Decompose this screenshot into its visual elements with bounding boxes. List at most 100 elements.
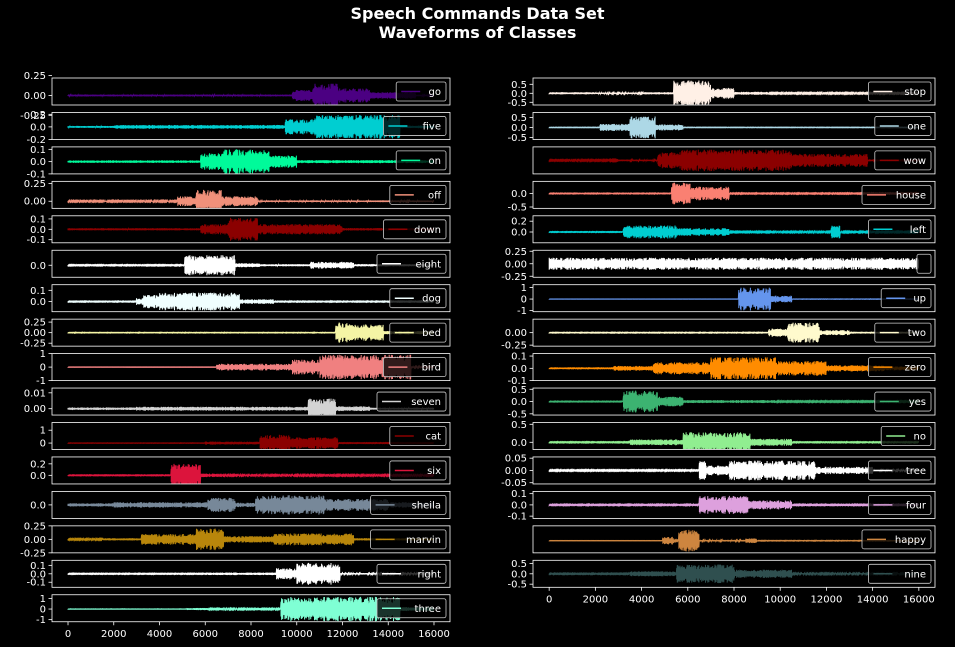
axes-frame <box>51 146 451 175</box>
panel-sheila: 0.0 sheila <box>30 490 451 519</box>
legend-label: four <box>906 500 927 511</box>
y-tick-label: -0.5 <box>507 409 527 420</box>
legend-box <box>874 322 932 343</box>
waveform-down <box>67 217 435 241</box>
y-tick-label: 0 <box>40 605 46 616</box>
y-tick-label: 0.00 <box>24 328 46 339</box>
waveform-six <box>67 463 435 484</box>
legend-label: one <box>907 121 926 132</box>
waveform-go <box>67 83 435 105</box>
legend-label: on <box>429 156 441 167</box>
axes-frame <box>51 456 451 485</box>
y-tick-label: -1 <box>36 615 46 626</box>
axes-frame <box>532 422 936 450</box>
y-tick-label: 0.1 <box>511 352 527 363</box>
waveform-yes <box>548 390 919 413</box>
legend-box <box>868 460 932 481</box>
axes-frame <box>532 525 936 554</box>
figure-title-line-2: Waveforms of Classes <box>378 23 577 42</box>
y-tick-label: 0.0 <box>511 397 527 408</box>
legend-label: yes <box>909 397 926 408</box>
panel-stop: 0.50.0-0.5 stop <box>507 77 936 109</box>
y-tick-label: 0.0 <box>511 569 527 580</box>
y-tick-label: 0.25 <box>24 179 46 190</box>
legend-box <box>376 391 447 412</box>
legend-box <box>376 598 447 619</box>
x-tick-label: 16000 <box>418 629 450 640</box>
y-tick-label: 0.1 <box>30 214 46 225</box>
y-tick-label: 0.25 <box>24 71 46 82</box>
y-tick-label: 0.5 <box>511 559 527 570</box>
panel-four: 0.10.0-0.1 four <box>507 489 936 523</box>
x-tick-label: 4000 <box>629 594 654 605</box>
waveform-three <box>67 596 435 622</box>
x-tick-label: 2000 <box>101 629 126 640</box>
waveform-one <box>548 116 919 139</box>
x-tick-label: 10000 <box>764 594 796 605</box>
waveform-unlabeled <box>548 257 919 270</box>
panel-dog: 0.10.0 dog <box>30 284 451 313</box>
panel-nine: 0.50.0-0.5 nine <box>507 559 936 591</box>
figure-title-line-1: Speech Commands Data Set <box>350 4 605 23</box>
y-tick-label: 0.00 <box>24 535 46 546</box>
y-tick-label: -0.5 <box>507 98 527 109</box>
legend-box <box>370 529 447 550</box>
legend-box <box>389 288 447 309</box>
panel-right: 0.10.0-0.1 right <box>26 559 451 589</box>
panel-eight: 0.0 eight <box>30 249 451 278</box>
axes-frame <box>51 387 451 416</box>
y-tick-label: 1 <box>40 349 46 360</box>
legend-label: tree <box>906 466 926 477</box>
x-tick-label: 14000 <box>857 594 889 605</box>
legend-label: six <box>427 466 441 477</box>
legend-box <box>868 563 932 584</box>
axes-frame <box>532 146 936 175</box>
y-tick-label: 1 <box>521 283 527 294</box>
axes-frame <box>51 249 451 278</box>
y-tick-label: 0.0 <box>30 569 46 580</box>
y-tick-label: -0.5 <box>507 580 527 591</box>
axes-frame <box>532 112 936 140</box>
legend-box <box>874 150 932 171</box>
y-tick-label: 0.5 <box>511 385 527 396</box>
waveform-seven <box>67 398 435 415</box>
y-tick-label: 0.0 <box>30 471 46 482</box>
panel-no: 0.5 0.0 no <box>511 420 936 450</box>
y-tick-label: -1 <box>517 306 527 317</box>
y-tick-label: 0.0 <box>30 500 46 511</box>
y-tick-label: 0.5 <box>511 420 527 431</box>
waveform-up <box>548 287 919 311</box>
legend-label: bird <box>422 363 441 374</box>
y-tick-label: 0.25 <box>505 247 527 258</box>
x-tick-label: 4000 <box>147 629 172 640</box>
waveform-on <box>67 149 435 174</box>
legend-label: bed <box>422 328 441 339</box>
x-tick-label: 14000 <box>372 629 404 640</box>
x-tick-label: 0 <box>65 629 71 640</box>
panel-house: 0.0 -0.5 house <box>507 180 936 214</box>
legend-label: house <box>896 190 926 201</box>
y-tick-label: -0.25 <box>501 341 527 352</box>
legend-box <box>370 494 447 515</box>
y-tick-label: 0.0 <box>511 500 527 511</box>
legend-box <box>395 81 447 102</box>
waveform-five <box>67 114 435 139</box>
legend-box <box>376 253 447 274</box>
legend-label: cat <box>425 432 441 443</box>
legend-box <box>880 426 932 446</box>
legend-box <box>868 494 932 515</box>
y-tick-label: 0.00 <box>505 259 527 270</box>
y-tick-label: 0.0 <box>30 297 46 308</box>
x-tick-label: 12000 <box>327 629 359 640</box>
axes-frame <box>51 77 451 106</box>
y-tick-label: 0.0 <box>511 438 527 449</box>
y-tick-label: 0.0 <box>511 89 527 100</box>
y-tick-label: -0.05 <box>501 478 527 489</box>
panel-bed: 0.250.00-0.25 bed <box>20 318 451 350</box>
legend-box <box>376 563 447 584</box>
y-tick-label: 1 <box>40 594 46 605</box>
waveform-house <box>548 182 919 205</box>
waveform-dog <box>67 292 435 311</box>
legend-box <box>382 357 447 378</box>
legend-label: zero <box>905 363 926 374</box>
